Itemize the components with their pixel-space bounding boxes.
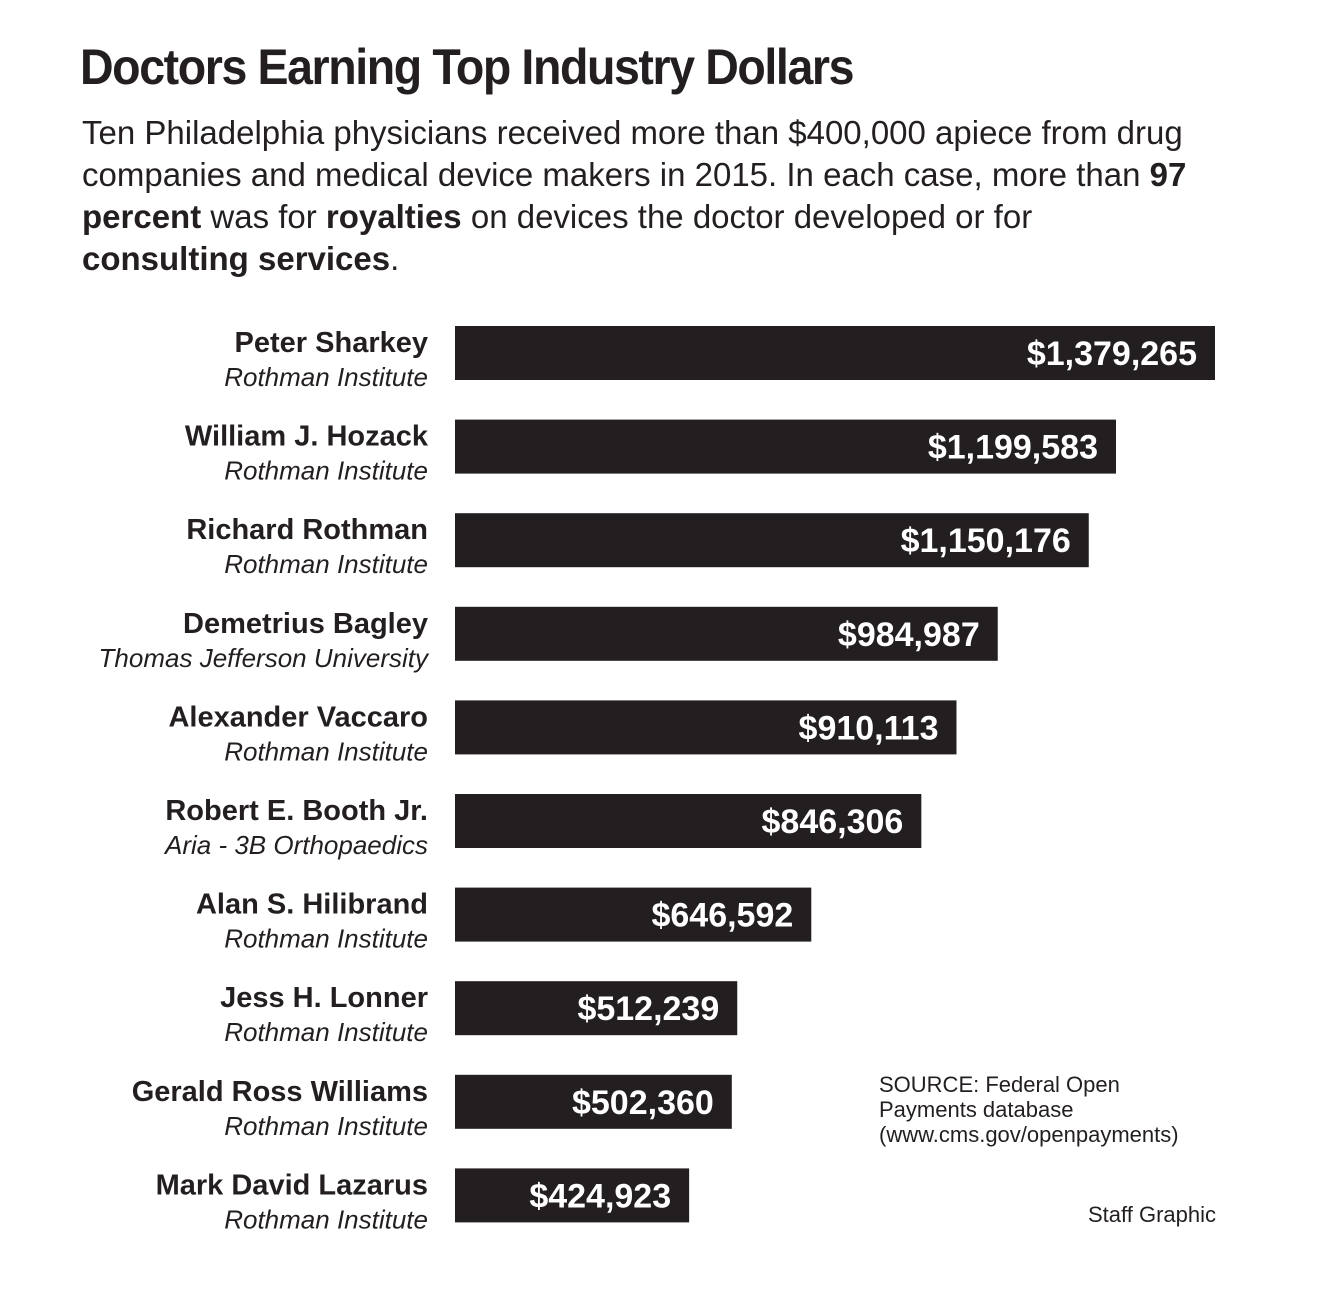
bar-value-label: $1,379,265 — [1027, 335, 1197, 373]
bar — [455, 981, 738, 1036]
category-name-label: Jess H. Lonner — [220, 982, 428, 1014]
category-name-label: Mark David Lazarus — [156, 1169, 428, 1201]
bar — [455, 419, 1116, 474]
source-note: SOURCE: Federal Open Payments database (… — [879, 1072, 1179, 1147]
bar-value-label: $502,360 — [572, 1084, 714, 1122]
chart-subtitle: Ten Philadelphia physicians received mor… — [82, 112, 1202, 280]
bar — [455, 513, 1089, 568]
subtitle-text: on devices the doctor developed or for — [461, 198, 1033, 235]
subtitle-text: was for — [201, 198, 326, 235]
source-line: SOURCE: Federal Open — [879, 1072, 1120, 1097]
bar — [455, 887, 812, 942]
bar-value-label: $646,592 — [651, 897, 793, 935]
category-affiliation-label: Rothman Institute — [224, 1204, 428, 1234]
bar-value-label: $1,150,176 — [901, 522, 1071, 560]
bar — [455, 700, 957, 755]
category-name-label: Gerald Ross Williams — [132, 1076, 428, 1108]
category-name-label: Alan S. Hilibrand — [196, 889, 428, 921]
bar-value-label: $910,113 — [799, 709, 939, 747]
category-affiliation-label: Rothman Institute — [224, 456, 428, 486]
subtitle-emphasis-consulting: consulting services — [82, 240, 391, 277]
category-affiliation-label: Rothman Institute — [224, 362, 428, 392]
staff-credit: Staff Graphic — [1088, 1202, 1216, 1227]
subtitle-text: Ten Philadelphia physicians received mor… — [82, 114, 1183, 193]
subtitle-emphasis-royalties: royalties — [325, 198, 462, 235]
bar — [455, 606, 998, 661]
chart-title: Doctors Earning Top Industry Dollars — [80, 39, 854, 95]
bar — [455, 326, 1215, 380]
bar-value-label: $846,306 — [762, 803, 904, 841]
category-affiliation-label: Rothman Institute — [224, 736, 428, 766]
bar-value-label: $424,923 — [529, 1177, 671, 1215]
category-name-label: William J. Hozack — [185, 421, 429, 453]
category-name-label: Peter Sharkey — [235, 327, 428, 359]
category-name-label: Demetrius Bagley — [183, 608, 428, 640]
category-affiliation-label: Rothman Institute — [224, 1017, 428, 1047]
subtitle-emphasis-percent: 97 percent — [82, 156, 1187, 235]
bar — [455, 1074, 732, 1129]
bar-value-label: $1,199,583 — [928, 429, 1098, 467]
category-affiliation-label: Aria - 3B Orthopaedics — [163, 830, 428, 860]
source-line: Payments database — [879, 1097, 1074, 1122]
category-name-label: Alexander Vaccaro — [168, 701, 428, 733]
source-line: (www.cms.gov/openpayments) — [879, 1122, 1179, 1147]
bar-value-label: $512,239 — [577, 990, 719, 1028]
category-affiliation-label: Rothman Institute — [224, 549, 428, 579]
category-name-label: Richard Rothman — [186, 514, 428, 546]
bar — [455, 794, 922, 848]
category-affiliation-label: Thomas Jefferson University — [99, 643, 430, 673]
bar-value-label: $984,987 — [838, 616, 980, 654]
subtitle-text: . — [390, 240, 400, 277]
bar — [455, 1168, 690, 1223]
category-name-label: Robert E. Booth Jr. — [165, 795, 428, 827]
category-affiliation-label: Rothman Institute — [224, 1111, 428, 1141]
category-affiliation-label: Rothman Institute — [224, 924, 428, 954]
